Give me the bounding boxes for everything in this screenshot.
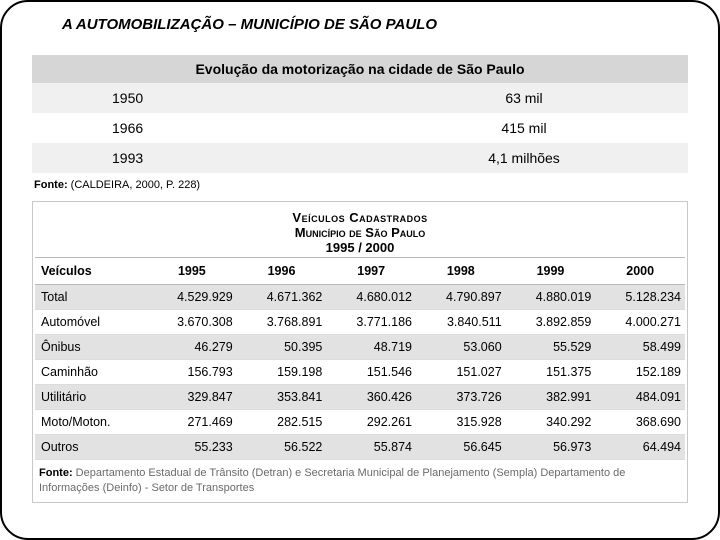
table2-cell: 282.515	[237, 410, 327, 435]
table2-col: Veículos	[35, 258, 147, 285]
table-row: Caminhão156.793159.198151.546151.027151.…	[35, 360, 685, 385]
page-title: A AUTOMOBILIZAÇÃO – MUNICÍPIO DE SÃO PAU…	[62, 16, 688, 33]
table2-title-line2: Município de São Paulo	[35, 225, 685, 240]
table1-value: 415 mil	[360, 113, 688, 143]
table2-cell: 360.426	[326, 385, 416, 410]
table2-cell: 152.189	[595, 360, 685, 385]
table-row: Outros55.23356.52255.87456.64556.97364.4…	[35, 435, 685, 460]
table2-cell: 4.000.271	[595, 310, 685, 335]
table2-cell: 3.840.511	[416, 310, 506, 335]
table2-header-row: Veículos 1995 1996 1997 1998 1999 2000	[35, 258, 685, 285]
table2-cell: 58.499	[595, 335, 685, 360]
table2-cell: 50.395	[237, 335, 327, 360]
table2-col: 1997	[326, 258, 416, 285]
table2-cell: 3.768.891	[237, 310, 327, 335]
table2-title-line3: 1995 / 2000	[35, 240, 685, 255]
table2-cell: 329.847	[147, 385, 237, 410]
table2-cell: 292.261	[326, 410, 416, 435]
table2-cell: 373.726	[416, 385, 506, 410]
table2-cell: 55.529	[506, 335, 596, 360]
table-row: Moto/Moton.271.469282.515292.261315.9283…	[35, 410, 685, 435]
slide-frame: A AUTOMOBILIZAÇÃO – MUNICÍPIO DE SÃO PAU…	[0, 0, 720, 540]
table2-cell: 382.991	[506, 385, 596, 410]
source-text: Departamento Estadual de Trânsito (Detra…	[39, 467, 625, 494]
table-row: Utilitário329.847353.841360.426373.72638…	[35, 385, 685, 410]
table2-cell: 55.233	[147, 435, 237, 460]
table2-col: 1996	[237, 258, 327, 285]
table2-cell: 4.880.019	[506, 285, 596, 310]
table2-cell: 4.680.012	[326, 285, 416, 310]
table2-row-label: Total	[35, 285, 147, 310]
table2-cell: 5.128.234	[595, 285, 685, 310]
table-row: 1966 415 mil	[32, 113, 688, 143]
table2-cell: 48.719	[326, 335, 416, 360]
table2-source: Fonte: Departamento Estadual de Trânsito…	[35, 460, 685, 502]
table1-year: 1950	[32, 83, 360, 113]
table2-row-label: Outros	[35, 435, 147, 460]
table-row: 1950 63 mil	[32, 83, 688, 113]
table1-value: 4,1 milhões	[360, 143, 688, 173]
source-text: (CALDEIRA, 2000, P. 228)	[71, 179, 200, 191]
table2-title-line1: Veículos Cadastrados	[35, 210, 685, 225]
table1-source: Fonte: (CALDEIRA, 2000, P. 228)	[32, 175, 688, 201]
table2-cell: 151.027	[416, 360, 506, 385]
table2-cell: 53.060	[416, 335, 506, 360]
table2-cell: 340.292	[506, 410, 596, 435]
motorization-evolution-table: Evolução da motorização na cidade de São…	[32, 55, 688, 173]
table-row: Ônibus46.27950.39548.71953.06055.52958.4…	[35, 335, 685, 360]
table2-cell: 271.469	[147, 410, 237, 435]
table2-cell: 159.198	[237, 360, 327, 385]
table2-cell: 368.690	[595, 410, 685, 435]
table2-cell: 3.670.308	[147, 310, 237, 335]
table1-value: 63 mil	[360, 83, 688, 113]
table1-header: Evolução da motorização na cidade de São…	[32, 55, 688, 83]
table-row: 1993 4,1 milhões	[32, 143, 688, 173]
table2-row-label: Utilitário	[35, 385, 147, 410]
table2-cell: 64.494	[595, 435, 685, 460]
table2-cell: 46.279	[147, 335, 237, 360]
source-label: Fonte:	[34, 179, 68, 191]
table2-row-label: Automóvel	[35, 310, 147, 335]
table2-cell: 151.375	[506, 360, 596, 385]
table2-cell: 55.874	[326, 435, 416, 460]
table1-year: 1966	[32, 113, 360, 143]
table2-cell: 3.771.186	[326, 310, 416, 335]
registered-vehicles-panel: Veículos Cadastrados Município de São Pa…	[32, 201, 688, 503]
source-label: Fonte:	[39, 467, 73, 479]
table2-cell: 56.645	[416, 435, 506, 460]
table2-row-label: Ônibus	[35, 335, 147, 360]
table-row: Total4.529.9294.671.3624.680.0124.790.89…	[35, 285, 685, 310]
table2-cell: 56.522	[237, 435, 327, 460]
table2-cell: 4.790.897	[416, 285, 506, 310]
table2-col: 1995	[147, 258, 237, 285]
registered-vehicles-table: Veículos 1995 1996 1997 1998 1999 2000 T…	[35, 257, 685, 460]
table-row: Automóvel3.670.3083.768.8913.771.1863.84…	[35, 310, 685, 335]
table2-row-label: Moto/Moton.	[35, 410, 147, 435]
table2-col: 1998	[416, 258, 506, 285]
table2-cell: 353.841	[237, 385, 327, 410]
table2-cell: 56.973	[506, 435, 596, 460]
table1-year: 1993	[32, 143, 360, 173]
table2-row-label: Caminhão	[35, 360, 147, 385]
table2-title: Veículos Cadastrados Município de São Pa…	[35, 204, 685, 257]
table2-cell: 4.671.362	[237, 285, 327, 310]
table2-cell: 484.091	[595, 385, 685, 410]
table2-col: 1999	[506, 258, 596, 285]
table2-cell: 156.793	[147, 360, 237, 385]
table2-cell: 3.892.859	[506, 310, 596, 335]
table2-cell: 315.928	[416, 410, 506, 435]
table2-col: 2000	[595, 258, 685, 285]
table2-cell: 151.546	[326, 360, 416, 385]
table2-cell: 4.529.929	[147, 285, 237, 310]
